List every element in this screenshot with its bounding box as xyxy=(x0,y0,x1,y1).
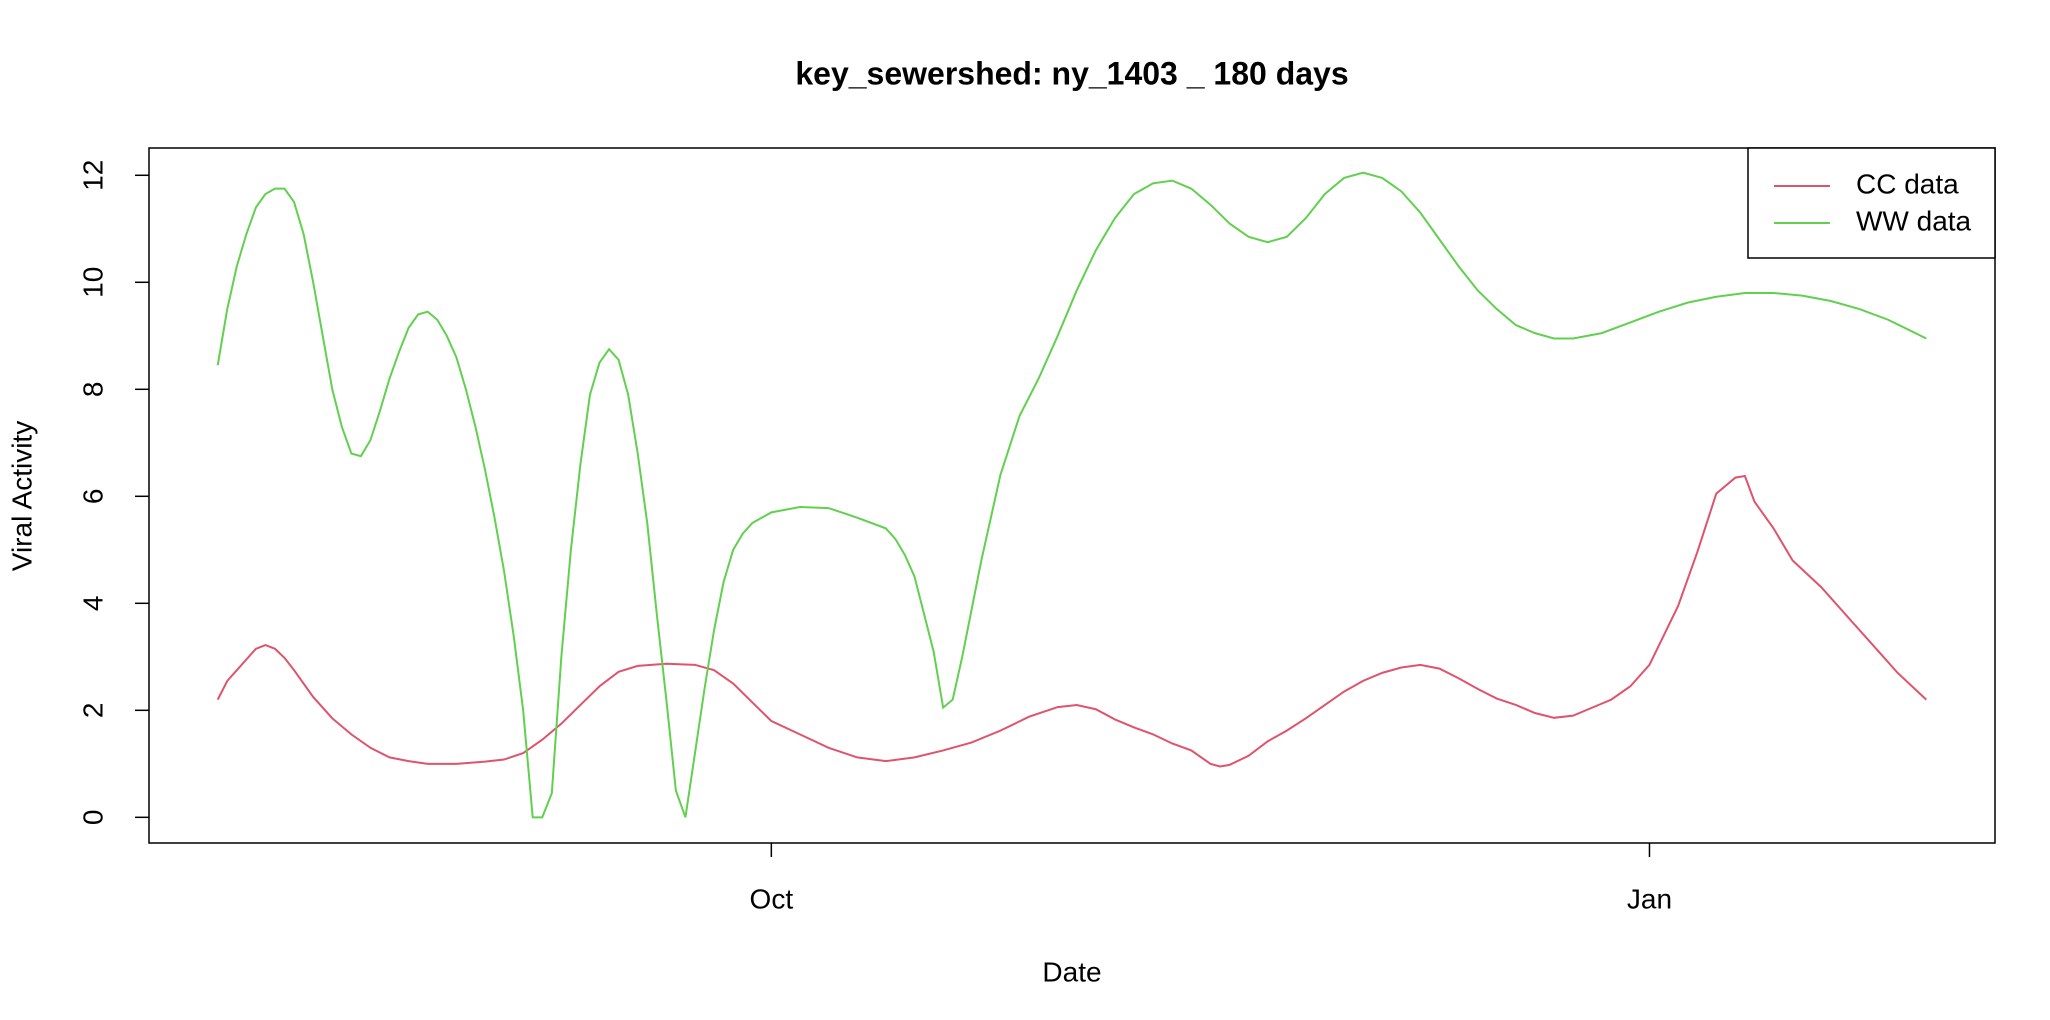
x-tick-label: Jan xyxy=(1627,883,1672,914)
y-tick-label: 8 xyxy=(77,382,108,398)
legend-label: WW data xyxy=(1856,205,1972,236)
x-tick-label: Oct xyxy=(750,883,794,914)
data-line xyxy=(216,474,1927,768)
legend-box xyxy=(1747,147,1996,259)
y-tick-label: 6 xyxy=(77,489,108,505)
x-axis-label: Date xyxy=(1042,956,1101,987)
y-tick-label: 12 xyxy=(77,160,108,191)
data-line xyxy=(216,171,1927,819)
legend-label: CC data xyxy=(1856,168,1959,199)
y-tick-label: 2 xyxy=(77,703,108,719)
plot-frame xyxy=(148,147,1996,844)
y-tick-label: 10 xyxy=(77,267,108,298)
chart-title: key_sewershed: ny_1403 _ 180 days xyxy=(795,55,1348,91)
y-tick-label: 4 xyxy=(77,596,108,612)
y-axis-label: Viral Activity xyxy=(6,421,37,571)
y-tick-label: 0 xyxy=(77,810,108,826)
